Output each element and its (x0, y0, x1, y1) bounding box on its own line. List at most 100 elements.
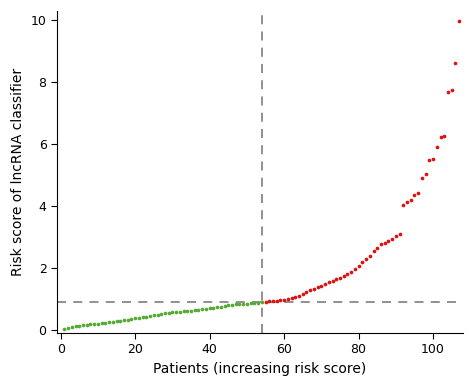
Point (456, 18, 463, 24)
Point (403, 199, 411, 205)
Point (202, 306, 210, 312)
Point (154, 312, 161, 318)
Point (64, 325, 72, 331)
Point (213, 304, 221, 310)
Point (410, 192, 418, 198)
Point (143, 313, 150, 320)
Point (217, 303, 225, 310)
Point (433, 144, 441, 151)
Point (384, 238, 392, 244)
Point (273, 298, 281, 304)
Point (117, 318, 124, 324)
Point (206, 305, 213, 311)
Point (277, 297, 284, 303)
Point (332, 276, 340, 283)
Point (146, 313, 154, 319)
Point (400, 201, 407, 207)
Point (120, 317, 128, 323)
Point (195, 307, 202, 313)
Point (169, 309, 176, 315)
Point (98, 320, 105, 326)
Point (440, 132, 448, 139)
Point (355, 263, 363, 269)
Point (72, 323, 79, 329)
Point (299, 291, 307, 297)
Point (187, 308, 195, 314)
Point (396, 231, 403, 237)
Point (161, 310, 169, 317)
Point (321, 281, 329, 287)
Point (176, 309, 183, 315)
Point (329, 278, 337, 284)
Point (210, 305, 217, 311)
Point (366, 252, 374, 259)
Point (377, 241, 385, 248)
Point (228, 302, 236, 308)
Point (199, 306, 206, 312)
Point (75, 323, 83, 329)
Point (265, 298, 273, 305)
Point (269, 298, 277, 304)
Point (444, 89, 452, 95)
Point (61, 325, 68, 332)
Point (280, 297, 288, 303)
Point (429, 156, 437, 162)
Point (325, 279, 333, 286)
Y-axis label: Risk score of lncRNA classifier: Risk score of lncRNA classifier (11, 68, 25, 276)
Point (173, 309, 180, 315)
Point (109, 319, 117, 325)
Point (254, 300, 262, 306)
Point (87, 321, 94, 327)
Point (374, 245, 381, 251)
Point (344, 271, 351, 277)
Point (314, 284, 321, 290)
Point (135, 315, 143, 321)
Point (336, 275, 344, 281)
Point (232, 301, 239, 308)
Point (247, 300, 255, 306)
Point (303, 289, 310, 295)
Point (262, 298, 269, 305)
Point (292, 294, 299, 300)
Point (452, 60, 459, 66)
Point (426, 157, 433, 163)
Point (128, 316, 135, 322)
Point (310, 286, 318, 292)
X-axis label: Patients (increasing risk score): Patients (increasing risk score) (153, 362, 366, 376)
Point (407, 197, 415, 204)
Point (351, 266, 359, 272)
Point (362, 256, 370, 262)
Point (101, 320, 109, 326)
Point (239, 301, 247, 307)
Point (370, 248, 377, 254)
Point (347, 269, 355, 275)
Point (139, 314, 146, 320)
Point (381, 240, 389, 246)
Point (236, 301, 243, 307)
Point (418, 175, 426, 181)
Point (191, 307, 199, 313)
Point (437, 134, 444, 140)
Point (68, 324, 76, 330)
Point (221, 303, 228, 309)
Point (251, 300, 258, 306)
Point (414, 190, 422, 196)
Point (448, 87, 456, 93)
Point (340, 273, 347, 279)
Point (284, 296, 292, 302)
Point (94, 320, 102, 327)
Point (105, 319, 113, 325)
Point (318, 283, 325, 289)
Point (165, 310, 173, 316)
Point (91, 321, 98, 327)
Point (180, 308, 187, 314)
Point (392, 233, 400, 240)
Point (243, 300, 251, 307)
Point (422, 171, 429, 178)
Point (113, 318, 120, 324)
Point (388, 235, 396, 241)
Point (157, 311, 165, 317)
Point (288, 295, 295, 301)
Point (131, 315, 139, 322)
Point (183, 308, 191, 314)
